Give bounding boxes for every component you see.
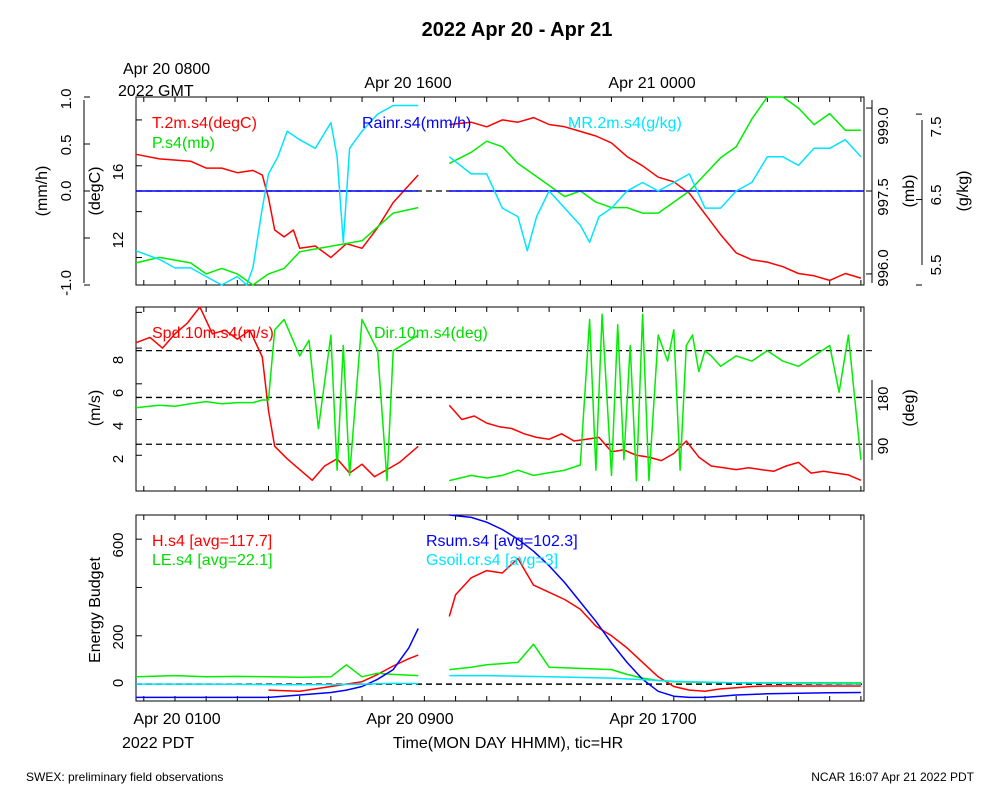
middle-left-tick: 8 xyxy=(110,356,127,364)
top-tick-label-1: Apr 20 1600 xyxy=(364,75,451,92)
legend-rainrate: Rainr.s4(mm/h) xyxy=(362,115,471,132)
legend-wind-direction: Dir.10m.s4(deg) xyxy=(374,325,488,342)
middle-left-label: (m/s) xyxy=(87,390,104,426)
bottom-left-label: Energy Budget xyxy=(87,557,104,663)
top-right-outer-label: (g/kg) xyxy=(955,171,972,212)
top-left-outer-tick: -1.0 xyxy=(58,270,75,296)
top-left-outer-label: (mm/h) xyxy=(34,166,51,217)
top-tick-label-2: Apr 21 0000 xyxy=(608,75,695,92)
series-line-t-2m-s4 xyxy=(135,116,862,282)
top-right-outer-tick: 5.5 xyxy=(928,255,945,276)
bottom-tz-label: 2022 PDT xyxy=(122,735,194,752)
top-right-inner-label: (mb) xyxy=(901,175,918,208)
series-line-h-s4 xyxy=(268,557,861,693)
legend-mixing-ratio: MR.2m.s4(g/kg) xyxy=(568,115,682,132)
tick-layer xyxy=(84,96,922,701)
top-right-inner-tick: 997.5 xyxy=(875,178,892,216)
series-line-le-s4 xyxy=(135,643,861,684)
top-right-outer-tick: 6.5 xyxy=(928,185,945,206)
bottom-left-tick: 200 xyxy=(110,624,127,649)
footer-left: SWEX: preliminary field observations xyxy=(26,770,223,784)
legend-net-radiation: Rsum.s4 [avg=102.3] xyxy=(426,533,578,550)
series-line-gsoil-cr-s4 xyxy=(136,674,861,686)
middle-left-tick: 4 xyxy=(110,422,127,430)
series-line-mr-2m-s4 xyxy=(135,104,862,286)
x-axis-title: Time(MON DAY HHMM), tic=HR xyxy=(393,735,623,752)
top-left-outer-tick: 0.0 xyxy=(58,181,75,202)
top-left-outer-tick: 1.0 xyxy=(58,89,75,110)
series-line-p-s4 xyxy=(135,96,861,286)
legend-pressure: P.s4(mb) xyxy=(152,135,215,152)
legend-latent-heat: LE.s4 [avg=22.1] xyxy=(152,552,273,569)
bottom-tick-label-3: Apr 20 1700 xyxy=(609,711,696,728)
top-right-inner-tick: 996.0 xyxy=(875,249,892,287)
footer-right: NCAR 16:07 Apr 21 2022 PDT xyxy=(811,770,974,784)
top-left-inner-tick: 12 xyxy=(110,232,127,249)
top-tz-label: 2022 GMT xyxy=(118,83,194,100)
middle-right-tick: 180 xyxy=(875,386,892,411)
top-right-outer-tick: 7.5 xyxy=(928,117,945,138)
top-tz-time: Apr 20 0800 xyxy=(123,61,210,78)
series-layer xyxy=(135,96,864,699)
legend-wind-speed: Spd.10m.s4(m/s) xyxy=(152,325,274,342)
middle-right-label: (deg) xyxy=(901,389,918,426)
top-left-inner-tick: 16 xyxy=(110,164,127,181)
middle-left-tick: 2 xyxy=(110,455,127,463)
bottom-tick-label-2: Apr 20 0900 xyxy=(366,711,453,728)
legend-sensible-heat: H.s4 [avg=117.7] xyxy=(152,533,272,550)
panel-bottom-frame xyxy=(135,514,865,702)
top-left-inner-label: (degC) xyxy=(87,167,104,216)
legend-soil-heat: Gsoil.cr.s4 [avg=3] xyxy=(426,552,558,569)
middle-right-tick: 90 xyxy=(875,438,892,455)
grid-layer xyxy=(136,190,864,685)
bottom-left-tick: 600 xyxy=(110,532,127,557)
middle-left-tick: 6 xyxy=(110,389,127,397)
series-line-spd-10m-s4 xyxy=(135,306,862,482)
series-line-rsum-s4 xyxy=(136,514,861,699)
top-right-inner-tick: 999.0 xyxy=(875,107,892,145)
legend-temperature: T.2m.s4(degC) xyxy=(152,115,257,132)
series-line-dir-10m-s4 xyxy=(135,313,862,482)
bottom-tick-label-1: Apr 20 0100 xyxy=(133,711,220,728)
top-left-outer-tick: 0.5 xyxy=(58,135,75,156)
chart-title: 2022 Apr 20 - Apr 21 xyxy=(422,19,613,41)
panel-middle-frame xyxy=(135,306,865,492)
bottom-left-tick: 0 xyxy=(110,679,127,687)
